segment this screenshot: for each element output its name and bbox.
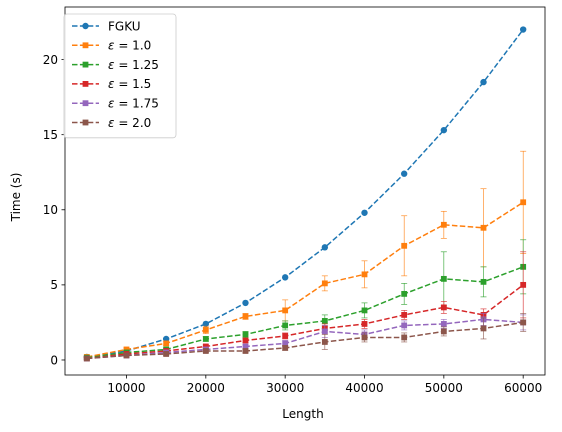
data-point (440, 328, 447, 335)
y-tick-label: 15 (43, 128, 58, 142)
data-point (480, 325, 487, 332)
data-point (440, 126, 448, 134)
data-point (401, 242, 408, 249)
legend-swatch-marker (82, 22, 89, 30)
data-point (83, 355, 90, 362)
data-point (440, 221, 447, 228)
x-tick-label: 10000 (107, 381, 145, 395)
series-line (86, 201, 524, 358)
data-point (282, 340, 289, 347)
data-point (163, 351, 170, 357)
legend-item: ε = 1.75 (72, 97, 159, 111)
data-point (282, 333, 289, 339)
data-point (162, 335, 170, 343)
series-line (86, 284, 524, 360)
data-point (321, 328, 328, 335)
legend-label: ε = 1.25 (108, 58, 159, 72)
data-point (242, 337, 249, 344)
legend-label: ε = 1.5 (108, 77, 151, 91)
data-point (281, 274, 289, 281)
plot-area (83, 26, 527, 362)
legend-label: ε = 1.75 (108, 97, 159, 111)
data-point (282, 307, 289, 314)
series-5 (83, 313, 527, 362)
data-point (401, 312, 408, 318)
data-point (202, 348, 209, 354)
legend-swatch-marker (82, 119, 89, 126)
series-2 (83, 239, 527, 361)
data-point (401, 290, 408, 297)
data-point (202, 327, 209, 333)
data-point (401, 334, 408, 341)
data-point (480, 224, 487, 231)
legend-swatch-marker (82, 100, 89, 107)
data-point (440, 304, 447, 311)
x-tick-label: 30000 (266, 381, 304, 395)
data-point (440, 321, 447, 327)
data-point (321, 339, 328, 345)
data-point (519, 26, 527, 33)
legend-label: ε = 2.0 (108, 116, 151, 130)
data-point (480, 278, 487, 285)
data-point (361, 334, 368, 341)
legend-item: ε = 2.0 (72, 116, 151, 130)
series-line (86, 266, 524, 359)
data-point (163, 340, 170, 347)
data-point (520, 319, 527, 326)
data-point (202, 336, 209, 342)
data-point (202, 320, 210, 328)
x-tick-label: 20000 (187, 381, 225, 395)
axes-frame (64, 6, 546, 376)
series-line (86, 321, 524, 360)
legend-item: ε = 1.0 (72, 39, 151, 53)
data-point (400, 170, 408, 177)
data-point (321, 318, 328, 324)
legend-item: ε = 1.25 (72, 58, 159, 72)
x-tick-label: 40000 (345, 381, 383, 395)
data-point (242, 313, 249, 320)
data-point (361, 321, 368, 327)
legend-swatch-marker (82, 61, 89, 68)
y-tick-label: 5 (50, 278, 58, 292)
data-point (321, 244, 329, 251)
x-tick-label: 60000 (504, 381, 542, 395)
data-point (401, 322, 408, 329)
legend-label: ε = 1.0 (108, 39, 151, 53)
data-point (242, 348, 249, 354)
data-point (361, 209, 368, 216)
data-point (123, 352, 130, 359)
data-point (361, 307, 368, 314)
data-point (520, 199, 527, 206)
data-point (282, 322, 289, 329)
y-tick-label: 0 (50, 353, 58, 367)
data-point (480, 78, 487, 86)
data-point (242, 299, 249, 307)
legend-swatch-marker (82, 42, 89, 49)
data-point (282, 345, 289, 351)
x-tick-label: 50000 (425, 381, 463, 395)
series-line (86, 318, 524, 360)
data-point (123, 346, 130, 353)
legend-swatch-marker (82, 81, 89, 87)
legend-item: FGKU (72, 19, 141, 33)
y-axis-title: Time (s) (9, 173, 23, 223)
y-tick-label: 10 (43, 203, 58, 217)
data-point (242, 331, 249, 338)
legend-item: ε = 1.5 (72, 77, 151, 91)
data-point (520, 281, 527, 288)
data-point (440, 275, 447, 282)
legend-label: FGKU (108, 19, 141, 33)
axes: 10000 20000 30000 40000 50000 60000 0 5 10 15 20 (43, 6, 546, 395)
x-axis-title: Length (282, 407, 323, 421)
data-point (321, 280, 328, 287)
legend: FGKU ε = 1.0 ε = 1.25 ε = 1.5 ε = 1.75 ε = 2.… (63, 13, 177, 139)
data-point (242, 343, 249, 350)
data-point (361, 271, 368, 278)
data-point (202, 343, 209, 350)
y-tick-label: 20 (43, 53, 58, 67)
series-line (86, 29, 524, 358)
